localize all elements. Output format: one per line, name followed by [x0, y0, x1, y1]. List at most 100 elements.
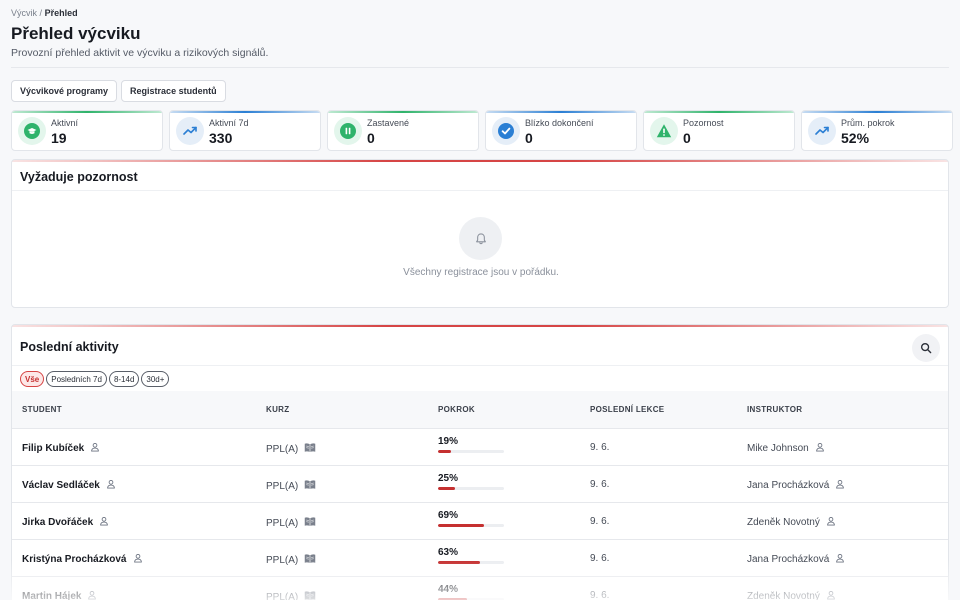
progress-cell: 63%	[438, 547, 504, 564]
trending-up-icon	[808, 117, 836, 145]
panel-divider	[12, 365, 948, 366]
breadcrumb-separator: /	[39, 8, 43, 18]
progress-bar-fill	[438, 561, 480, 564]
stat-card-active-7d[interactable]: Aktivní 7d 330	[169, 110, 321, 151]
course-name: PPL(A)	[266, 480, 299, 492]
progress-cell: 19%	[438, 436, 504, 453]
table-header: STUDENT KURZ POKROK POSLEDNÍ LEKCE INSTR…	[12, 391, 948, 429]
stat-card-avg-progress[interactable]: Prům. pokrok 52%	[801, 110, 953, 151]
check-circle-icon	[492, 117, 520, 145]
last-lesson-cell: 9. 6.	[590, 442, 610, 453]
attention-panel: Vyžaduje pozornost Všechny registrace js…	[11, 159, 949, 308]
last-lesson-cell: 9. 6.	[590, 553, 610, 564]
person-icon	[815, 442, 825, 455]
breadcrumb-parent-link[interactable]: Výcvik	[11, 8, 38, 18]
course-cell: PPL(A)	[266, 479, 316, 493]
stat-card-near-completion[interactable]: Blízko dokončení 0	[485, 110, 637, 151]
last-lesson-cell: 9. 6.	[590, 479, 610, 490]
page-title: Přehled výcviku	[11, 24, 141, 43]
table-row[interactable]: Martin Hájek PPL(A) 44% 9. 6. Zdeněk Novotný	[12, 577, 948, 600]
person-icon	[90, 442, 100, 455]
header-divider	[11, 67, 949, 68]
progress-percent: 19%	[438, 436, 459, 447]
panel-divider	[12, 190, 948, 191]
column-header-last-lesson[interactable]: POSLEDNÍ LEKCE	[590, 405, 665, 414]
bell-icon	[459, 217, 502, 260]
book-icon	[304, 590, 316, 600]
stat-card-attention[interactable]: Pozornost 0	[643, 110, 795, 151]
column-header-student[interactable]: STUDENT	[22, 405, 62, 414]
filter-chip-8-14d[interactable]: 8-14d	[108, 371, 140, 387]
breadcrumb: Výcvik / Přehled	[11, 8, 78, 18]
person-icon	[826, 590, 836, 600]
student-name[interactable]: Filip Kubíček	[22, 443, 85, 454]
person-icon	[826, 516, 836, 529]
instructor-name[interactable]: Jana Procházková	[747, 480, 830, 491]
progress-percent: 44%	[438, 584, 459, 595]
search-icon	[920, 342, 932, 354]
search-button[interactable]	[912, 334, 940, 362]
table-row[interactable]: Václav Sedláček PPL(A) 25% 9. 6. Jana Prochá…	[12, 466, 948, 503]
attention-title: Vyžaduje pozornost	[20, 170, 138, 184]
course-cell: PPL(A)	[266, 590, 316, 600]
person-icon	[87, 590, 97, 600]
stat-label: Zastavené	[367, 118, 410, 128]
last-lesson-cell: 9. 6.	[590, 516, 610, 527]
stat-label: Blízko dokončení	[525, 118, 594, 128]
filter-chip-all[interactable]: Vše	[20, 371, 45, 387]
stat-value: 330	[209, 130, 233, 146]
graduation-cap-icon	[18, 117, 46, 145]
progress-bar-fill	[438, 524, 484, 527]
instructor-cell: Jana Procházková	[747, 479, 845, 492]
filter-chip-last-7d[interactable]: Posledních 7d	[46, 371, 107, 387]
stat-card-active[interactable]: Aktivní 19	[11, 110, 163, 151]
page-subtitle: Provozní přehled aktivit ve výcviku a ri…	[11, 47, 269, 59]
last-lesson-cell: 9. 6.	[590, 590, 610, 600]
progress-cell: 44%	[438, 584, 504, 600]
instructor-name[interactable]: Zdeněk Novotný	[747, 517, 820, 528]
table-row[interactable]: Jirka Dvořáček PPL(A) 69% 9. 6. Zdeněk Novot…	[12, 503, 948, 540]
student-cell: Filip Kubíček	[22, 442, 100, 455]
progress-bar-fill	[438, 487, 455, 490]
filter-chip-30d-plus[interactable]: 30d+	[141, 371, 170, 387]
instructor-cell: Zdeněk Novotný	[747, 590, 836, 600]
table-row[interactable]: Kristýna Procházková PPL(A) 63% 9. 6. Jana P…	[12, 540, 948, 577]
column-header-course[interactable]: KURZ	[266, 405, 290, 414]
student-cell: Václav Sedláček	[22, 479, 116, 492]
filter-chips: Vše Posledních 7d 8-14d 30d+	[20, 371, 170, 387]
instructor-name[interactable]: Mike Johnson	[747, 443, 809, 454]
table-row[interactable]: Filip Kubíček PPL(A) 19% 9. 6. Mike Johnson	[12, 429, 948, 466]
column-header-progress[interactable]: POKROK	[438, 405, 475, 414]
stat-value: 0	[525, 130, 533, 146]
progress-bar	[438, 487, 504, 490]
panel-accent-line	[12, 160, 948, 162]
student-cell: Martin Hájek	[22, 590, 97, 600]
tab-student-registrations[interactable]: Registrace studentů	[121, 80, 226, 102]
student-name[interactable]: Martin Hájek	[22, 591, 82, 600]
course-name: PPL(A)	[266, 517, 299, 529]
stat-label: Pozornost	[683, 118, 724, 128]
course-name: PPL(A)	[266, 591, 299, 600]
empty-state-message: Všechny registrace jsou v pořádku.	[403, 267, 559, 278]
student-name[interactable]: Jirka Dvořáček	[22, 517, 94, 528]
course-name: PPL(A)	[266, 443, 299, 455]
student-name[interactable]: Václav Sedláček	[22, 480, 100, 491]
instructor-name[interactable]: Zdeněk Novotný	[747, 591, 820, 600]
instructor-name[interactable]: Jana Procházková	[747, 554, 830, 565]
progress-bar	[438, 524, 504, 527]
stat-card-stopped[interactable]: Zastavené 0	[327, 110, 479, 151]
stat-value: 19	[51, 130, 67, 146]
activity-title: Poslední aktivity	[20, 340, 119, 354]
student-name[interactable]: Kristýna Procházková	[22, 554, 127, 565]
breadcrumb-current: Přehled	[44, 8, 78, 18]
stats-row: Aktivní 19 Aktivní 7d 330 Zastavené 0 Bl…	[11, 110, 953, 151]
course-name: PPL(A)	[266, 554, 299, 566]
stat-value: 0	[683, 130, 691, 146]
column-header-instructor[interactable]: INSTRUKTOR	[747, 405, 803, 414]
tab-training-programs[interactable]: Výcvikové programy	[11, 80, 118, 102]
student-cell: Kristýna Procházková	[22, 553, 143, 566]
student-cell: Jirka Dvořáček	[22, 516, 109, 529]
book-icon	[304, 479, 316, 493]
pause-icon	[334, 117, 362, 145]
recent-activity-panel: Poslední aktivity Vše Posledních 7d 8-14…	[11, 324, 949, 600]
